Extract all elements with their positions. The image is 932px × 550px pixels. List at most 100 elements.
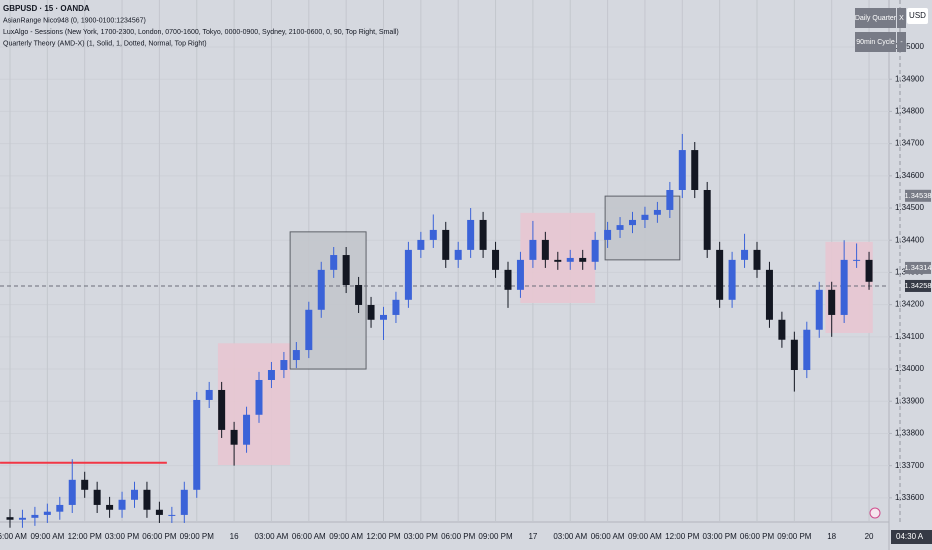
candle-body	[193, 399, 201, 490]
x-tick-label: 03:00 PM	[404, 532, 439, 541]
candle-body	[641, 214, 649, 220]
candle-body	[716, 249, 724, 300]
candle-body	[404, 249, 412, 300]
candle-body	[330, 255, 338, 270]
y-tick-label: 1.33900	[895, 396, 924, 405]
candle-body	[865, 259, 873, 282]
x-tick-label: 18	[827, 532, 836, 541]
x-tick-label: 12:00 PM	[366, 532, 401, 541]
candle-body	[118, 499, 126, 510]
candle-body	[31, 514, 39, 518]
y-tick-label: 1.34000	[895, 364, 924, 373]
price-badge-label: 1.34314	[904, 263, 931, 272]
candle-body	[541, 239, 549, 260]
asian-range-box	[289, 231, 367, 370]
session-box	[825, 241, 873, 333]
x-tick-label: 20	[865, 532, 874, 541]
candle-body	[790, 339, 798, 371]
candle-body	[180, 489, 188, 515]
candle-body	[741, 249, 749, 260]
candle-body	[205, 389, 213, 400]
y-tick-label: 1.34200	[895, 300, 924, 309]
candle-body	[765, 269, 773, 320]
x-tick-label: 12:00 PM	[665, 532, 700, 541]
crosshair-price-label: 1.34258	[904, 281, 931, 290]
candle-body	[106, 504, 114, 510]
candle-body	[529, 239, 537, 260]
y-tick-label: 1.33800	[895, 429, 924, 438]
x-tick-label: 16	[230, 532, 239, 541]
y-tick-label: 1.34700	[895, 139, 924, 148]
candle-body	[604, 229, 612, 240]
info-label: 90min Cycle	[856, 39, 895, 46]
x-tick-label: 09:00 AM	[30, 532, 64, 541]
x-tick-label: 09:00 PM	[180, 532, 215, 541]
y-tick-label: 1.34600	[895, 171, 924, 180]
candle-body	[853, 259, 861, 261]
y-tick-label: 1.33700	[895, 461, 924, 470]
candle-body	[479, 219, 487, 250]
info-cell	[855, 32, 896, 52]
candle-body	[778, 319, 786, 340]
candle-body	[56, 504, 64, 512]
candle-body	[6, 517, 14, 520]
candle-body	[18, 517, 26, 520]
indicator-label: AsianRange Nico948 (0, 1900-0100:1234567…	[3, 17, 146, 24]
y-tick-label: 1.35000	[895, 42, 924, 51]
x-tick-label: 03:00 AM	[255, 532, 289, 541]
candle-body	[317, 269, 325, 310]
currency[interactable]: USD	[909, 11, 926, 20]
candle-body	[579, 257, 587, 262]
x-tick-label: 12:00 PM	[68, 532, 103, 541]
x-tick-label: 06:00 PM	[740, 532, 775, 541]
crosshair-time-label: 04:30 A	[896, 532, 924, 541]
x-tick-label: 09:00 PM	[777, 532, 812, 541]
x-tick-label: 06:00 PM	[142, 532, 177, 541]
info-cell	[897, 8, 906, 28]
candle-body	[131, 489, 138, 500]
candle-body	[840, 259, 848, 315]
x-tick-label: 06:00 AM	[292, 532, 326, 541]
x-tick-label: 09:00 AM	[329, 532, 363, 541]
event-icon[interactable]	[869, 507, 881, 519]
candle-body	[492, 249, 500, 270]
x-tick-label: 06:00 PM	[441, 532, 476, 541]
session-box	[217, 343, 291, 466]
x-tick-label: 06:00 AM	[591, 532, 625, 541]
candle-body	[666, 189, 674, 210]
candle-body	[43, 511, 51, 515]
candle-body	[155, 509, 163, 515]
candle-body	[591, 239, 599, 262]
candle-body	[454, 249, 462, 260]
candle-body	[280, 360, 288, 371]
indicator-label: Quarterly Theory (AMD-X) (1, Solid, 1, D…	[3, 40, 207, 47]
y-tick-label: 1.34400	[895, 235, 924, 244]
x-tick-label: 17	[528, 532, 537, 541]
candle-body	[442, 229, 450, 260]
info-value: X	[899, 15, 904, 22]
candle-body	[292, 350, 300, 361]
candle-body	[68, 479, 76, 505]
candle-body	[691, 150, 699, 190]
candle-body	[728, 259, 736, 300]
x-tick-label: 09:00 PM	[478, 532, 513, 541]
candle-body	[566, 257, 574, 262]
candle-body	[367, 304, 375, 320]
currency-button[interactable]	[907, 8, 928, 24]
crosshair-time-badge	[891, 530, 932, 544]
candle-body	[828, 289, 836, 315]
candle-body	[417, 239, 425, 250]
y-tick-label: 1.33600	[895, 493, 924, 502]
info-cell	[855, 8, 896, 28]
candle-body	[342, 255, 350, 285]
y-tick-label: 1.34500	[895, 203, 924, 212]
candle-body	[218, 389, 226, 430]
candle-body	[255, 379, 263, 415]
candle-body	[429, 229, 437, 240]
candle-body	[243, 414, 251, 445]
price-badge-label: 1.34538	[904, 191, 931, 200]
info-value: -	[900, 39, 903, 46]
y-tick-label: 1.34900	[895, 74, 924, 83]
